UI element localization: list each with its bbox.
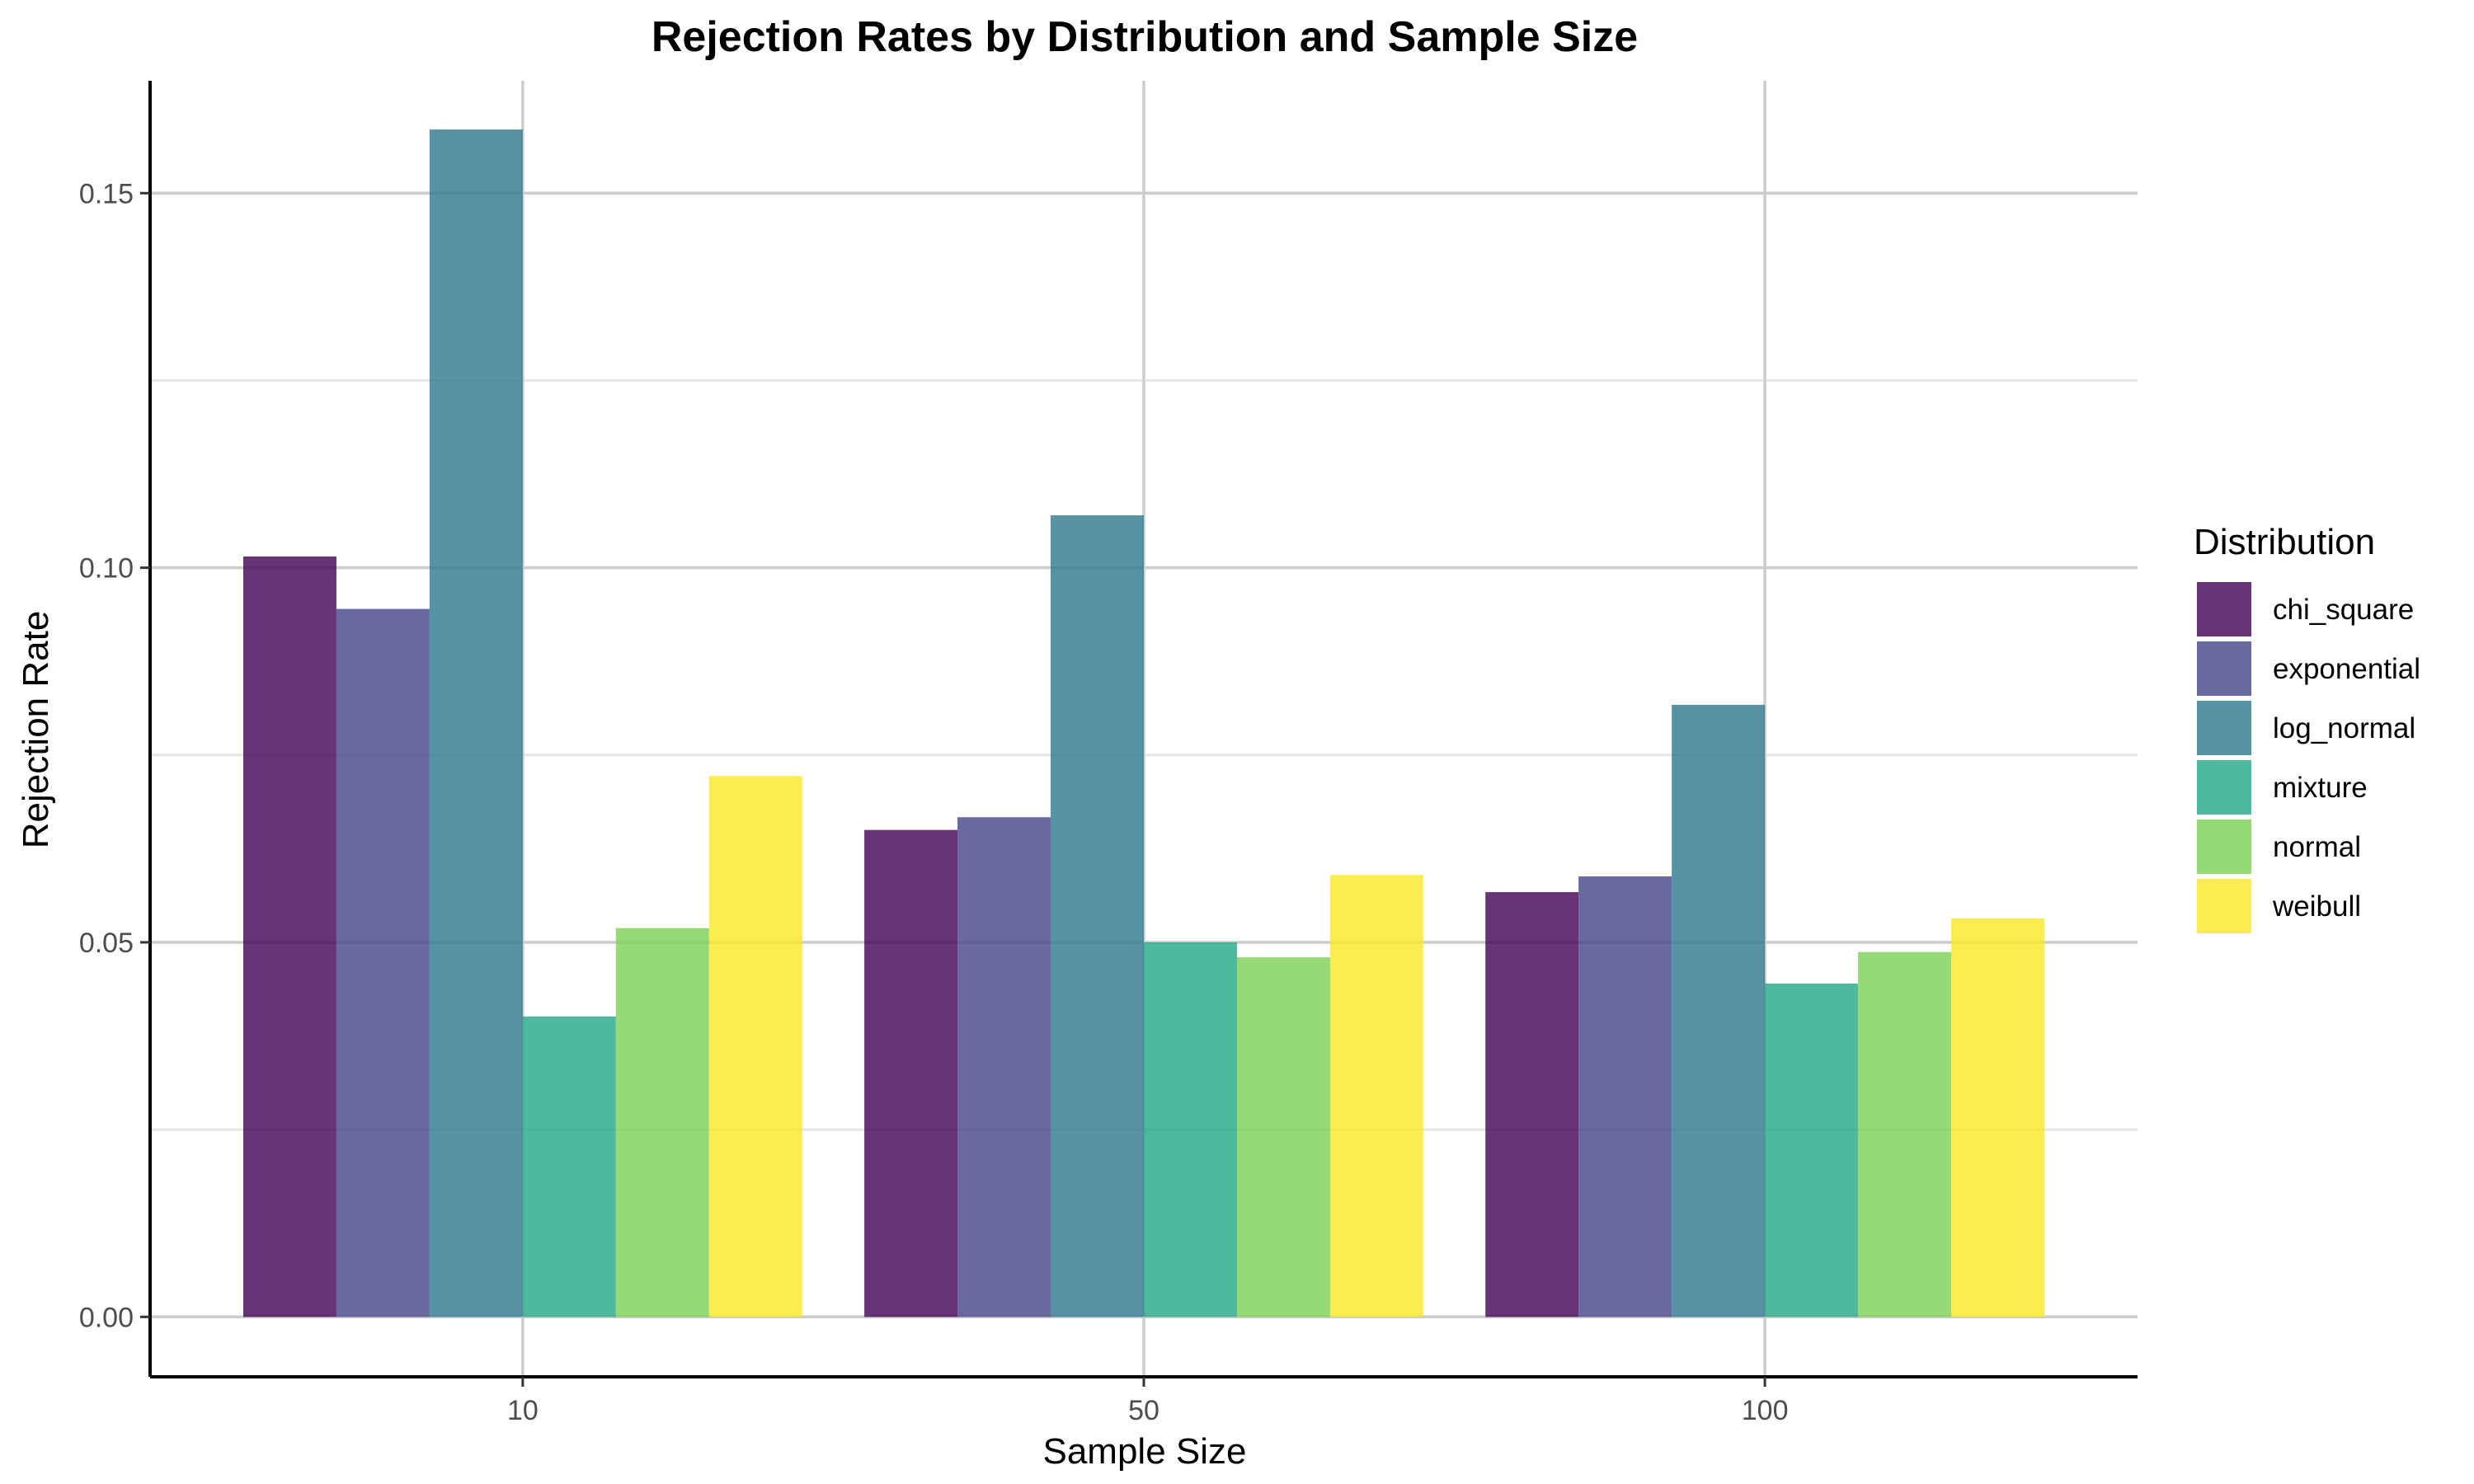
bar-normal-10 <box>615 928 709 1317</box>
bar-weibull-100 <box>1951 918 2045 1317</box>
bar-log_normal-50 <box>1051 515 1144 1317</box>
bars <box>242 129 2045 1317</box>
legend-label-normal: normal <box>2273 831 2361 863</box>
x-axis-title: Sample Size <box>1042 1431 1246 1472</box>
bar-log_normal-10 <box>429 129 523 1317</box>
legend-label-exponential: exponential <box>2273 653 2420 685</box>
bar-weibull-50 <box>1329 875 1423 1317</box>
bar-mixture-10 <box>522 1016 616 1317</box>
bar-exponential-10 <box>336 608 430 1317</box>
legend-label-log_normal: log_normal <box>2273 712 2415 744</box>
bar-weibull-10 <box>708 776 802 1317</box>
bar-chi_square-50 <box>864 829 958 1317</box>
y-tick-labels: 0.00 0.05 0.10 0.15 <box>79 178 150 1333</box>
x-tick-label: 50 <box>1128 1395 1159 1426</box>
x-tick-label: 100 <box>1742 1395 1789 1426</box>
legend-key-chi_square <box>2197 582 2251 636</box>
legend-key-log_normal <box>2197 701 2251 755</box>
bar-exponential-100 <box>1578 876 1672 1317</box>
y-tick-label: 0.05 <box>79 928 134 959</box>
y-tick-label: 0.15 <box>79 178 134 209</box>
bar-chi_square-10 <box>242 556 336 1317</box>
bar-mixture-100 <box>1765 983 1859 1317</box>
x-tick-labels: 10 50 100 <box>507 1377 1789 1426</box>
legend-key-weibull <box>2197 879 2251 933</box>
legend-label-mixture: mixture <box>2273 772 2368 804</box>
y-tick-label: 0.10 <box>79 553 134 585</box>
y-tick-label: 0.00 <box>79 1302 134 1333</box>
x-tick-label: 10 <box>507 1395 539 1426</box>
legend-label-chi_square: chi_square <box>2273 594 2414 626</box>
legend-key-exponential <box>2197 641 2251 696</box>
legend-label-weibull: weibull <box>2272 890 2361 923</box>
chart-title: Rejection Rates by Distribution and Samp… <box>651 13 1638 61</box>
legend-title: Distribution <box>2194 522 2375 562</box>
legend-key-mixture <box>2197 760 2251 815</box>
bar-normal-50 <box>1236 957 1330 1317</box>
y-axis-title: Rejection Rate <box>16 611 56 849</box>
bar-chi_square-100 <box>1485 892 1579 1317</box>
bar-mixture-50 <box>1144 942 1237 1317</box>
bar-log_normal-100 <box>1672 704 1766 1317</box>
bar-normal-100 <box>1858 951 1952 1317</box>
legend-key-normal <box>2197 819 2251 874</box>
bar-exponential-50 <box>957 817 1051 1317</box>
